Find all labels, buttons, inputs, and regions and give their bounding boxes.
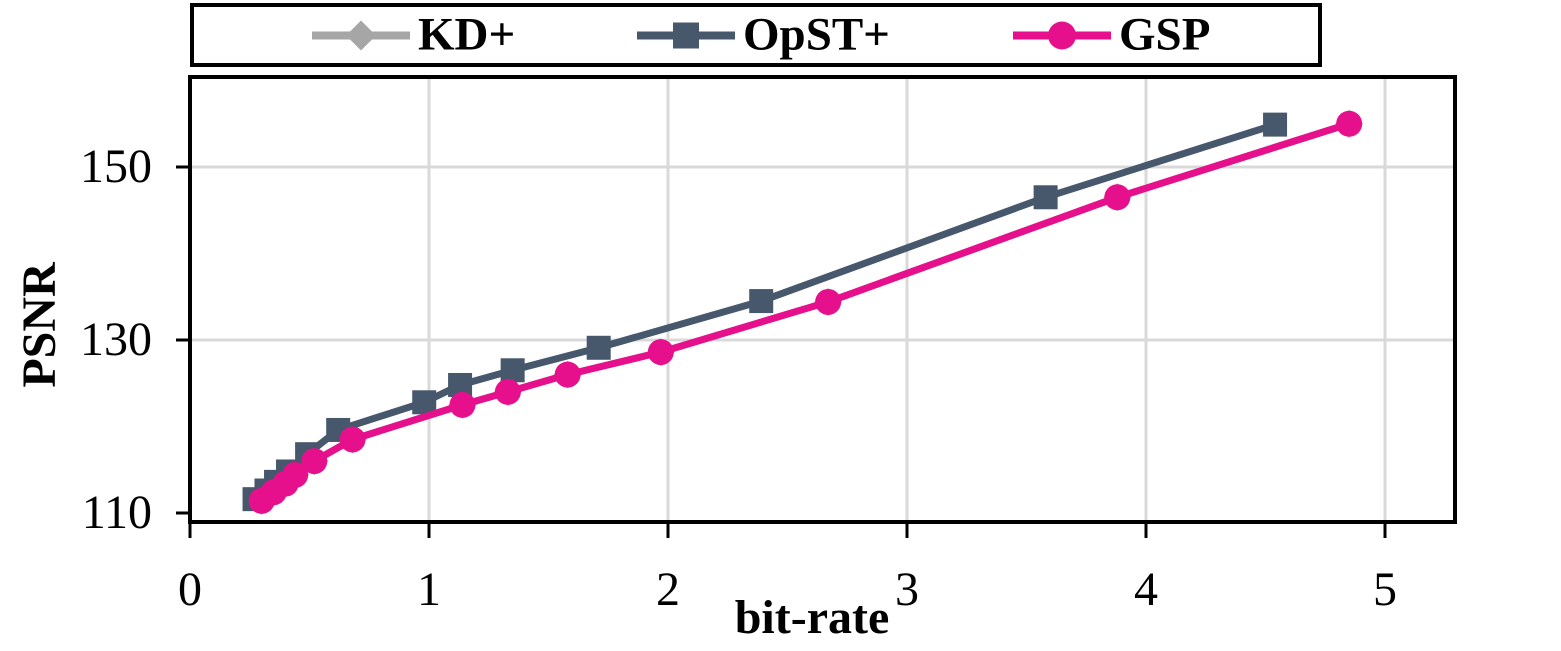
marker-gsp xyxy=(449,391,476,418)
legend-label-kd: KD+ xyxy=(418,8,516,61)
legend-label-opst: OpST+ xyxy=(743,8,890,61)
x-axis-title: bit-rate xyxy=(734,591,890,644)
legend-marker xyxy=(346,20,376,50)
legend-item-gsp: GSP xyxy=(1011,8,1211,61)
series-gsp xyxy=(248,110,1363,514)
legend-item-kd: KD+ xyxy=(310,8,516,61)
marker-opst xyxy=(412,390,437,415)
marker-gsp xyxy=(647,339,674,366)
marker-opst xyxy=(1033,185,1058,210)
x-tick-label-2: 2 xyxy=(656,563,680,616)
marker-gsp xyxy=(301,448,328,475)
kd-line-marker-icon xyxy=(312,20,410,50)
marker-opst xyxy=(586,335,611,360)
y-tick-label-150: 150 xyxy=(80,140,152,193)
gsp-line-marker-icon xyxy=(1013,21,1111,49)
series-opst xyxy=(242,112,1288,512)
legend-marker xyxy=(673,22,699,48)
marker-opst xyxy=(500,358,525,383)
series-line-gsp xyxy=(258,120,1353,505)
legend-marker xyxy=(1048,21,1076,49)
y-tick-label-130: 130 xyxy=(80,313,152,366)
x-tick-label-1: 1 xyxy=(417,563,441,616)
marker-gsp xyxy=(1336,110,1363,137)
plot-frame xyxy=(188,75,1457,524)
x-tick-label-3: 3 xyxy=(895,563,919,616)
x-tick-label-0: 0 xyxy=(178,563,202,616)
x-tick-label-4: 4 xyxy=(1134,563,1158,616)
marker-gsp xyxy=(282,461,309,488)
opst-line-marker-icon xyxy=(637,22,735,48)
marker-gsp xyxy=(339,426,366,453)
marker-gsp xyxy=(1104,184,1131,211)
x-tick-label-5: 5 xyxy=(1373,563,1397,616)
marker-gsp xyxy=(494,378,521,405)
marker-opst xyxy=(749,289,774,314)
marker-gsp xyxy=(554,361,581,388)
legend-item-opst: OpST+ xyxy=(635,8,890,61)
y-tick-label-110: 110 xyxy=(81,486,152,539)
marker-opst xyxy=(1263,112,1288,137)
legend-label-gsp: GSP xyxy=(1119,8,1211,61)
legend: KD+ OpST+ GSP xyxy=(190,3,1322,67)
marker-gsp xyxy=(815,288,842,315)
